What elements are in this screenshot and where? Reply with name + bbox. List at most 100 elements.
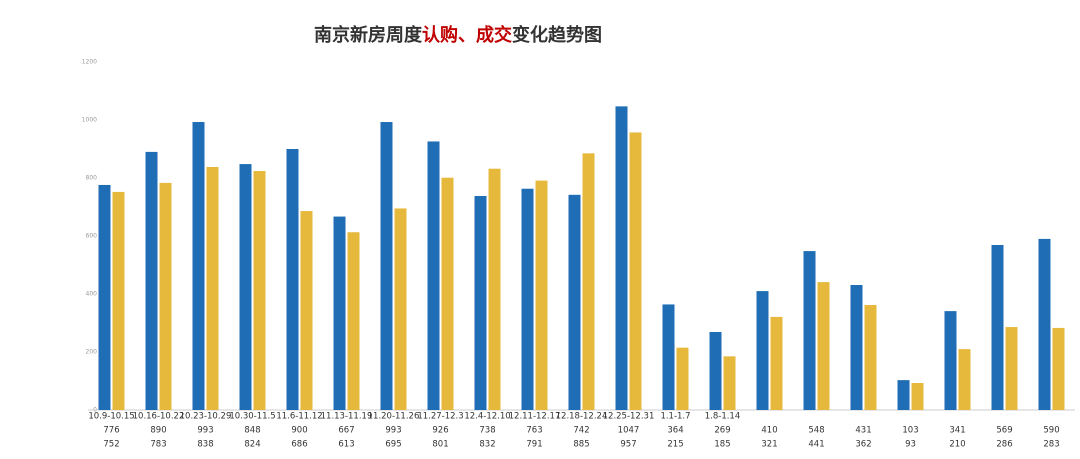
- bar: [864, 305, 877, 410]
- bar: [897, 380, 910, 410]
- table-cell: 783: [150, 440, 166, 450]
- bar: [333, 216, 346, 410]
- bar: [286, 149, 299, 410]
- table-cell: 763: [526, 426, 542, 436]
- bar: [112, 191, 125, 410]
- x-tick-label: 1.8-1.14: [705, 412, 741, 422]
- bar: [662, 304, 675, 410]
- bar: [850, 285, 863, 410]
- x-tick-label: 10.23-10.29: [180, 412, 232, 422]
- bar: [1038, 238, 1051, 410]
- table-cell: 286: [996, 440, 1012, 450]
- title-part: 南京新房周度: [314, 24, 423, 46]
- bar: [521, 188, 534, 410]
- bar: [1052, 327, 1065, 410]
- y-tick-label: 800: [86, 175, 98, 182]
- table-cell: 993: [197, 426, 213, 436]
- table-cell: 321: [761, 440, 777, 450]
- table-cell: 341: [949, 426, 965, 436]
- x-tick-label: 10.16-10.22: [133, 412, 185, 422]
- x-tick-label: 1.1-1.7: [660, 412, 690, 422]
- bar: [803, 251, 816, 410]
- bar: [991, 244, 1004, 410]
- bar: [239, 164, 252, 410]
- bar: [380, 122, 393, 410]
- x-tick-label: 10.9-10.15: [88, 412, 134, 422]
- bar: [582, 153, 595, 410]
- table-cell: 885: [573, 440, 589, 450]
- x-tick-label: 11.13-11.19: [321, 412, 373, 422]
- table-cell: 667: [338, 426, 354, 436]
- bar: [944, 311, 957, 410]
- table-cell: 824: [244, 440, 260, 450]
- table-cell: 791: [526, 440, 542, 450]
- bar: [756, 291, 769, 410]
- bar: [145, 151, 158, 410]
- x-tick-label: 11.20-11.26: [368, 412, 420, 422]
- table-cell: 695: [385, 440, 401, 450]
- table-cell: 269: [714, 426, 730, 436]
- table-cell: 1047: [618, 426, 640, 436]
- bar: [615, 106, 628, 411]
- bar: [568, 194, 581, 410]
- y-tick-label: 1200: [82, 59, 97, 66]
- y-tick-label: 400: [86, 291, 98, 298]
- table-cell: 548: [808, 426, 824, 436]
- bar: [817, 282, 830, 410]
- table-cell: 569: [996, 426, 1012, 436]
- table-cell: 993: [385, 426, 401, 436]
- table-cell: 752: [103, 440, 119, 450]
- table-cell: 364: [667, 426, 683, 436]
- bar: [347, 232, 360, 410]
- table-cell: 215: [667, 440, 683, 450]
- bar: [474, 195, 487, 410]
- x-tick-label: 12.25-12.31: [603, 412, 655, 422]
- table-cell: 613: [338, 440, 354, 450]
- table-cell: 103: [902, 426, 918, 436]
- table-cell: 776: [103, 426, 119, 436]
- table-cell: 738: [479, 426, 495, 436]
- table-cell: 210: [949, 440, 965, 450]
- x-tick-label: 12.18-12.24: [556, 412, 608, 422]
- table-cell: 410: [761, 426, 777, 436]
- bar: [709, 331, 722, 410]
- table-cell: 848: [244, 426, 260, 436]
- y-tick-label: 600: [86, 233, 98, 240]
- bar: [192, 122, 205, 410]
- table-cell: 957: [620, 440, 636, 450]
- x-tick-label: 11.6-11.12: [276, 412, 322, 422]
- table-cell: 742: [573, 426, 589, 436]
- bar: [535, 180, 548, 410]
- table-cell: 832: [479, 440, 495, 450]
- title-part: 变化趋势图: [512, 24, 602, 46]
- table-cell: 590: [1043, 426, 1059, 436]
- table-cell: 93: [905, 440, 916, 450]
- table-cell: 838: [197, 440, 213, 450]
- bar: [98, 184, 111, 410]
- table-cell: 185: [714, 440, 730, 450]
- table-cell: 431: [855, 426, 871, 436]
- y-tick-label: 1000: [82, 117, 97, 124]
- table-cell: 686: [291, 440, 307, 450]
- table-cell: 283: [1043, 440, 1059, 450]
- bar: [1005, 327, 1018, 410]
- x-tick-label: 11.27-12.3: [417, 412, 463, 422]
- table-cell: 890: [150, 426, 166, 436]
- title-part: 成交: [476, 24, 512, 46]
- bar: [911, 383, 924, 410]
- table-cell: 926: [432, 426, 448, 436]
- bar: [253, 171, 266, 410]
- bar: [300, 211, 313, 410]
- x-tick-label: 10.30-11.5: [229, 412, 275, 422]
- bar: [427, 141, 440, 410]
- bar: [159, 182, 172, 410]
- bar: [488, 168, 501, 410]
- title-part: 认购: [422, 24, 458, 46]
- table-cell: 362: [855, 440, 871, 450]
- bar: [441, 177, 454, 410]
- bar: [629, 132, 642, 410]
- table-cell: 441: [808, 440, 824, 450]
- x-tick-label: 12.4-12.10: [464, 412, 510, 422]
- bar: [206, 166, 219, 410]
